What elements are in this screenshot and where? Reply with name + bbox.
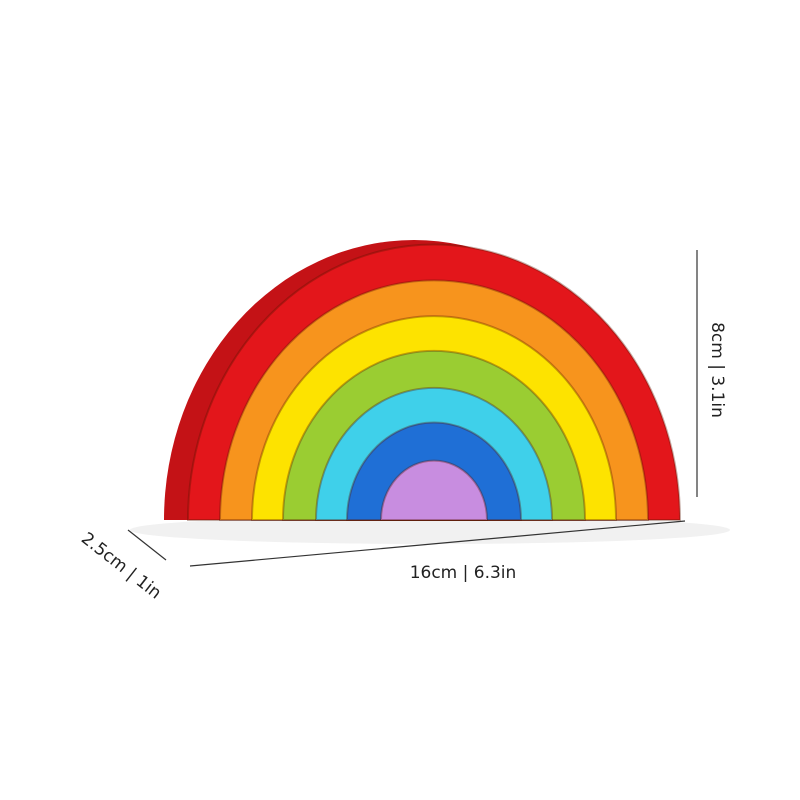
purple-arc: [379, 459, 489, 521]
shadow: [130, 516, 730, 544]
width-label: 16cm | 6.3in: [410, 563, 517, 583]
depth-label: 2.5cm | 1in: [77, 529, 165, 604]
depth-dimension-line: [127, 529, 167, 561]
width-dimension-line: [189, 520, 686, 567]
height-label: 8cm | 3.1in: [707, 322, 727, 418]
